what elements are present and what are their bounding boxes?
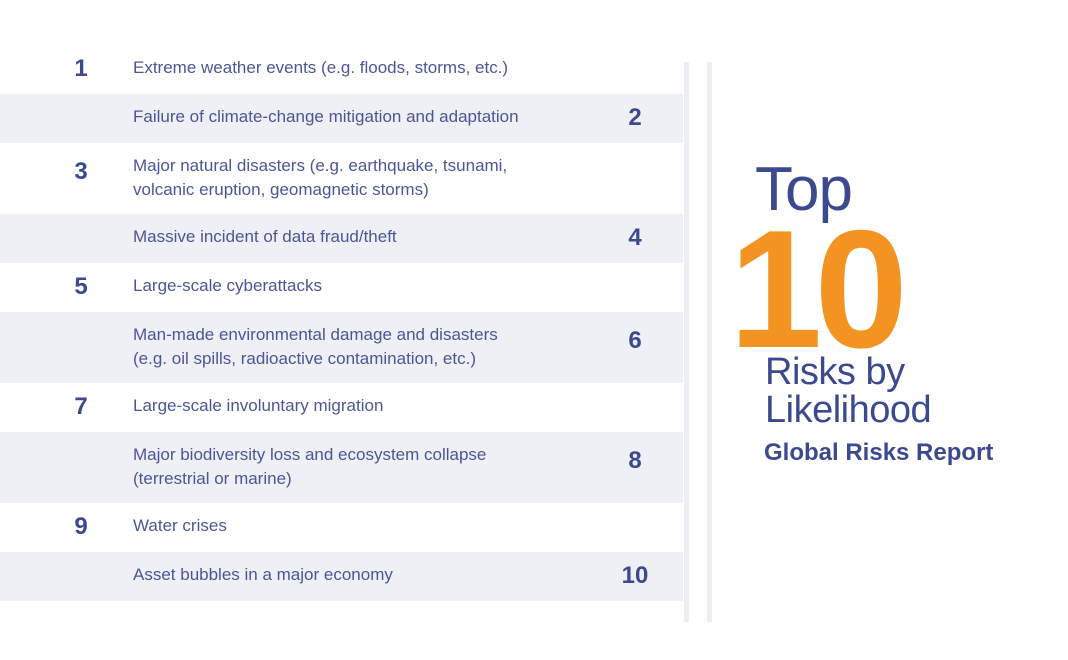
risk-text-line: Man-made environmental damage and disast…	[133, 325, 498, 344]
risk-row: 8 Major biodiversity loss and ecosystem c…	[0, 432, 683, 503]
risk-row: 3 Major natural disasters (e.g. earthquak…	[0, 143, 683, 214]
heading-top: Top	[755, 155, 853, 224]
heading-number: 10	[729, 195, 908, 383]
risk-text-line: Water crises	[133, 516, 227, 535]
risk-text: Failure of climate-change mitigation and…	[133, 105, 519, 129]
heading: Top 10 Risks by Likelihood Global Risks …	[729, 155, 994, 467]
risk-text-line: (e.g. oil spills, radioactive contaminat…	[133, 349, 476, 368]
risk-row: 1 Extreme weather events (e.g. floods, st…	[0, 45, 683, 94]
rank: 7	[74, 393, 88, 420]
risk-text-line: Extreme weather events (e.g. floods, sto…	[133, 58, 509, 77]
risk-text: Major natural disasters (e.g. earthquake…	[133, 154, 507, 202]
rank: 10	[621, 562, 649, 589]
risk-text: Major biodiversity loss and ecosystem co…	[133, 443, 486, 491]
risk-list: 1 Extreme weather events (e.g. floods, st…	[0, 45, 683, 601]
rank: 4	[628, 224, 642, 251]
report-name: Global Risks Report	[764, 439, 994, 466]
risk-text: Large-scale cyberattacks	[133, 274, 322, 298]
divider	[707, 62, 712, 622]
rank: 9	[74, 513, 88, 540]
risk-row: 6 Man-made environmental damage and disas…	[0, 312, 683, 383]
risk-text: Asset bubbles in a major economy	[133, 563, 393, 587]
risk-text: Man-made environmental damage and disast…	[133, 323, 498, 371]
risk-text-line: Major biodiversity loss and ecosystem co…	[133, 445, 487, 464]
risk-text-line: Massive incident of data fraud/theft	[133, 227, 397, 246]
rank: 3	[74, 158, 88, 185]
divider	[684, 62, 689, 622]
risk-text-line: Asset bubbles in a major economy	[133, 565, 393, 584]
rank: 8	[628, 447, 642, 474]
rank: 5	[74, 273, 88, 300]
risk-row: 4 Massive incident of data fraud/theft	[0, 214, 683, 263]
risk-text: Water crises	[133, 514, 227, 538]
risk-text: Extreme weather events (e.g. floods, sto…	[133, 56, 508, 80]
rank: 1	[74, 55, 88, 82]
risk-row: 9 Water crises	[0, 503, 683, 552]
rank: 2	[628, 104, 642, 131]
heading-subtitle: Risks by	[765, 351, 905, 393]
risk-row: 7 Large-scale involuntary migration	[0, 383, 683, 432]
risk-text-line: Large-scale cyberattacks	[133, 276, 322, 295]
risk-text-line: Failure of climate-change mitigation and…	[133, 107, 519, 126]
heading-subtitle: Likelihood	[765, 389, 932, 431]
risk-text: Large-scale involuntary migration	[133, 394, 383, 418]
risk-text-line: (terrestrial or marine)	[133, 469, 292, 488]
risk-text: Massive incident of data fraud/theft	[133, 225, 397, 249]
risk-text-line: volcanic eruption, geomagnetic storms)	[133, 180, 429, 199]
risk-row: 10 Asset bubbles in a major economy	[0, 552, 683, 601]
risk-row: 2 Failure of climate-change mitigation an…	[0, 94, 683, 143]
risk-row: 5 Large-scale cyberattacks	[0, 263, 683, 312]
risk-text-line: Large-scale involuntary migration	[133, 396, 384, 415]
risk-text-line: Major natural disasters (e.g. earthquake…	[133, 156, 508, 175]
rank: 6	[628, 327, 642, 354]
